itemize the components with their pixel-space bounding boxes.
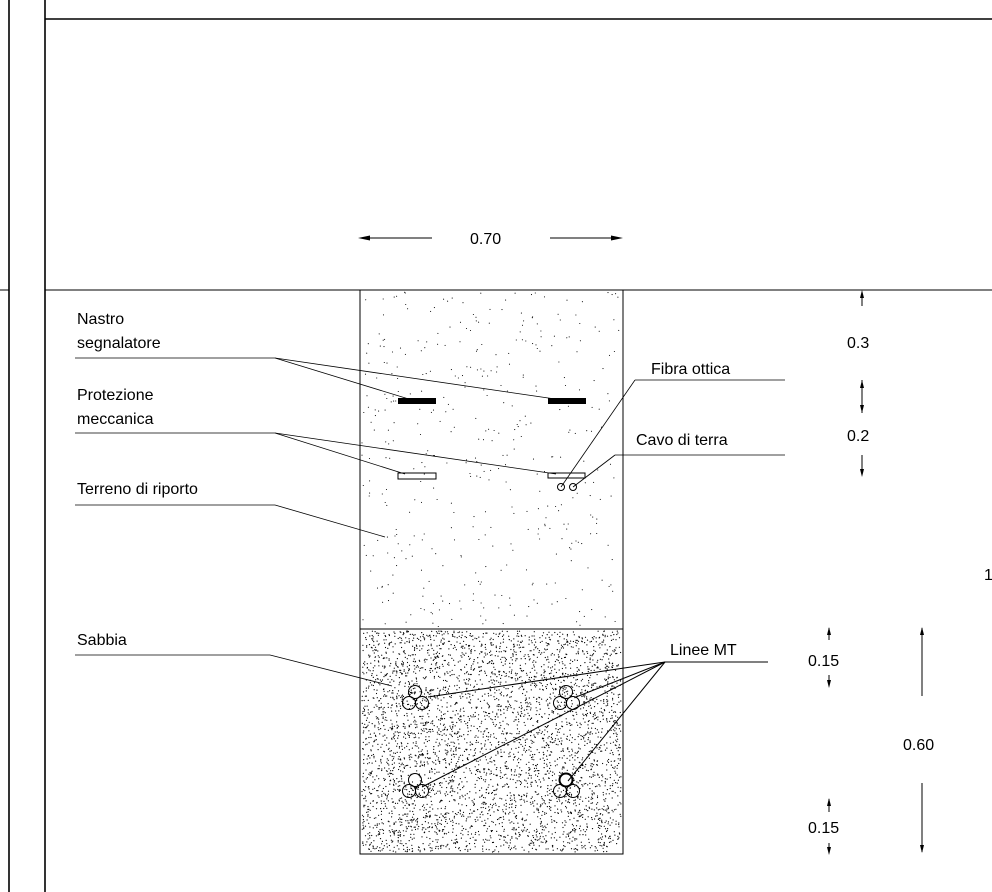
terreno-label: Terreno di riporto [77,481,198,498]
top-layer-dimension-label: 0.3 [847,335,869,352]
width-dimension [358,235,623,241]
leader-lines [75,357,785,788]
warning-tape-left [398,398,436,404]
depth-dimensions [827,290,924,855]
fiber-optic-cable [557,483,565,491]
cavo-di-terra-label: Cavo di terra [636,432,728,449]
trench-outline [359,289,624,855]
nastro-label-line2: segnalatore [77,335,161,352]
sand-area [360,629,623,854]
warning-tape-right [548,398,586,404]
mechanical-protection-left [397,472,437,480]
protection-layer-dimension-label: 0.2 [847,428,869,445]
backfill-area [360,290,623,629]
mt-cable-triplet-bottom-right [553,772,580,798]
backfill-texture [361,291,620,628]
mt-cable-triplet-top-right [553,685,580,710]
trench [359,289,624,855]
mt-cable-triplet-bottom-left [402,773,429,798]
sabbia-label: Sabbia [77,632,127,649]
total-depth-dimension-label: 1 [984,567,992,584]
width-dimension-label: 0.70 [470,231,501,248]
sand-total-dimension-label: 0.60 [903,737,934,754]
linee-mt-label: Linee MT [670,642,737,659]
sand-lower-dimension-label: 0.15 [808,820,839,837]
mechanical-protection-right [547,472,586,479]
protezione-label-line2: meccanica [77,411,154,428]
mt-cable-triplet-top-left [402,685,429,710]
earth-cable [569,483,577,491]
sand-upper-dimension-label: 0.15 [808,653,839,670]
nastro-label-line1: Nastro [77,311,124,328]
protezione-label-line1: Protezione [77,387,154,404]
fibra-ottica-label: Fibra ottica [651,361,730,378]
